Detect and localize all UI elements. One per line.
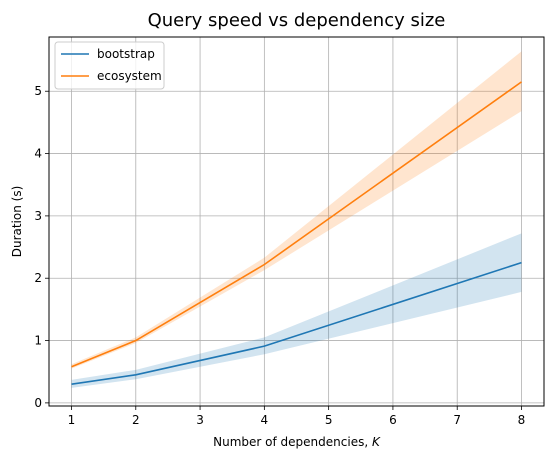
y-tick-label: 5 bbox=[34, 84, 42, 98]
x-tick-label: 6 bbox=[389, 413, 397, 427]
legend-label-ecosystem: ecosystem bbox=[97, 69, 162, 83]
y-tick-label: 0 bbox=[34, 396, 42, 410]
axis-ticks: 1 2 3 4 5 6 7 8 0 1 2 3 4 5 bbox=[34, 84, 525, 427]
line-ecosystem bbox=[71, 81, 522, 368]
y-tick-label: 1 bbox=[34, 334, 42, 348]
x-axis-label: Number of dependencies, K bbox=[213, 435, 381, 449]
y-tick-label: 4 bbox=[34, 147, 42, 161]
y-tick-label: 2 bbox=[34, 271, 42, 285]
legend-label-bootstrap: bootstrap bbox=[97, 47, 155, 61]
x-axis-label-variable: K bbox=[372, 435, 381, 449]
y-axis-label: Duration (s) bbox=[10, 186, 24, 258]
x-tick-label: 5 bbox=[325, 413, 333, 427]
confidence-bands bbox=[71, 51, 522, 388]
chart-title: Query speed vs dependency size bbox=[148, 10, 446, 31]
y-tick-label: 3 bbox=[34, 209, 42, 223]
line-bootstrap bbox=[71, 261, 522, 385]
series-lines bbox=[71, 81, 522, 385]
x-axis-label-text: Number of dependencies, bbox=[213, 435, 372, 449]
x-tick-label: 2 bbox=[132, 413, 140, 427]
grid bbox=[49, 37, 544, 406]
legend: bootstrap ecosystem bbox=[54, 41, 165, 90]
x-tick-label: 3 bbox=[196, 413, 204, 427]
plot-frame bbox=[48, 36, 545, 407]
x-tick-label: 7 bbox=[453, 413, 461, 427]
x-tick-label: 1 bbox=[68, 413, 76, 427]
band-bootstrap bbox=[71, 233, 522, 388]
x-tick-label: 8 bbox=[518, 413, 526, 427]
x-tick-label: 4 bbox=[261, 413, 269, 427]
